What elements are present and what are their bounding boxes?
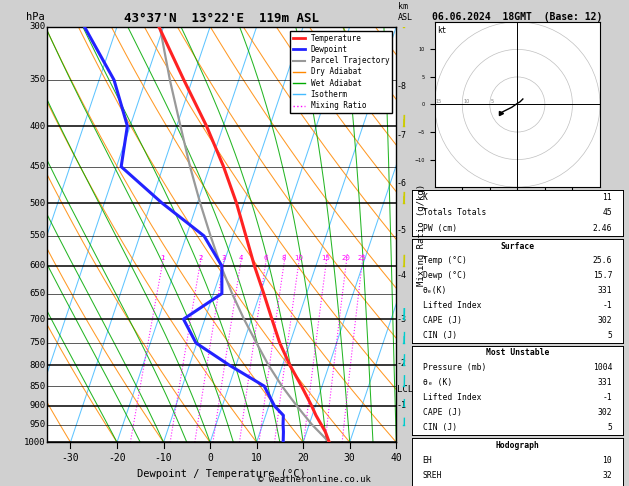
- Text: 1004: 1004: [593, 364, 612, 372]
- Text: 700: 700: [30, 314, 45, 324]
- Text: 2.46: 2.46: [593, 224, 612, 233]
- Text: CAPE (J): CAPE (J): [423, 316, 462, 325]
- Text: θₑ (K): θₑ (K): [423, 378, 452, 387]
- Text: -6: -6: [397, 179, 407, 188]
- Text: -1: -1: [603, 393, 612, 402]
- Text: 5: 5: [491, 99, 494, 104]
- Text: Temp (°C): Temp (°C): [423, 257, 467, 265]
- Text: -1: -1: [397, 401, 407, 410]
- Text: -20: -20: [108, 452, 126, 463]
- Text: Mixing Ratio (g/kg): Mixing Ratio (g/kg): [417, 183, 426, 286]
- Text: Totals Totals: Totals Totals: [423, 208, 486, 217]
- Text: 3: 3: [221, 256, 226, 261]
- Text: 15: 15: [436, 99, 442, 104]
- Text: K: K: [423, 193, 428, 202]
- Text: 8: 8: [282, 256, 286, 261]
- Text: 32: 32: [603, 471, 612, 480]
- Text: 400: 400: [30, 122, 45, 131]
- Text: 5: 5: [607, 330, 612, 340]
- Legend: Temperature, Dewpoint, Parcel Trajectory, Dry Adiabat, Wet Adiabat, Isotherm, Mi: Temperature, Dewpoint, Parcel Trajectory…: [290, 31, 392, 113]
- Text: © weatheronline.co.uk: © weatheronline.co.uk: [258, 474, 371, 484]
- Text: 45: 45: [603, 208, 612, 217]
- Text: hPa: hPa: [26, 12, 45, 22]
- Text: 10: 10: [294, 256, 303, 261]
- Text: 302: 302: [598, 408, 612, 417]
- Text: 450: 450: [30, 162, 45, 171]
- Text: LCL: LCL: [397, 385, 413, 394]
- Text: kt: kt: [438, 26, 447, 35]
- Text: Most Unstable: Most Unstable: [486, 348, 549, 358]
- Text: 500: 500: [30, 199, 45, 208]
- Text: -4: -4: [397, 271, 407, 280]
- Text: PW (cm): PW (cm): [423, 224, 457, 233]
- Text: 43°37'N  13°22'E  119m ASL: 43°37'N 13°22'E 119m ASL: [124, 12, 320, 25]
- Text: 15: 15: [321, 256, 331, 261]
- Text: 25: 25: [358, 256, 367, 261]
- Text: 20: 20: [298, 452, 309, 463]
- Text: -30: -30: [62, 452, 79, 463]
- Text: 300: 300: [30, 22, 45, 31]
- Text: 15.7: 15.7: [593, 271, 612, 280]
- Text: -10: -10: [155, 452, 172, 463]
- Text: Pressure (mb): Pressure (mb): [423, 364, 486, 372]
- Text: 40: 40: [391, 452, 402, 463]
- Text: 550: 550: [30, 231, 45, 241]
- Text: 800: 800: [30, 361, 45, 370]
- Text: CIN (J): CIN (J): [423, 330, 457, 340]
- Text: 10: 10: [251, 452, 262, 463]
- Text: 30: 30: [344, 452, 355, 463]
- Text: CIN (J): CIN (J): [423, 423, 457, 432]
- Text: 950: 950: [30, 420, 45, 429]
- Text: 1000: 1000: [24, 438, 45, 447]
- Text: 331: 331: [598, 286, 612, 295]
- Text: 0: 0: [207, 452, 213, 463]
- Text: 750: 750: [30, 338, 45, 347]
- Text: SREH: SREH: [423, 471, 442, 480]
- Text: -3: -3: [397, 315, 407, 324]
- Text: Dewp (°C): Dewp (°C): [423, 271, 467, 280]
- Text: Lifted Index: Lifted Index: [423, 393, 481, 402]
- Text: Lifted Index: Lifted Index: [423, 301, 481, 310]
- Text: Hodograph: Hodograph: [496, 441, 539, 450]
- Text: Surface: Surface: [500, 242, 535, 251]
- Text: 850: 850: [30, 382, 45, 391]
- Text: Dewpoint / Temperature (°C): Dewpoint / Temperature (°C): [137, 469, 306, 479]
- Text: 350: 350: [30, 75, 45, 85]
- Text: -1: -1: [603, 301, 612, 310]
- Text: 25.6: 25.6: [593, 257, 612, 265]
- Text: 1: 1: [160, 256, 165, 261]
- Text: 600: 600: [30, 261, 45, 270]
- Text: 650: 650: [30, 289, 45, 298]
- Text: 302: 302: [598, 316, 612, 325]
- Text: 6: 6: [264, 256, 268, 261]
- Text: 900: 900: [30, 401, 45, 410]
- Text: 2: 2: [198, 256, 203, 261]
- Text: 10: 10: [464, 99, 470, 104]
- Text: km
ASL: km ASL: [398, 2, 413, 22]
- Text: 4: 4: [238, 256, 243, 261]
- Text: 10: 10: [603, 456, 612, 465]
- Text: θₑ(K): θₑ(K): [423, 286, 447, 295]
- Text: 5: 5: [607, 423, 612, 432]
- Text: -7: -7: [397, 131, 407, 140]
- Text: -2: -2: [397, 359, 407, 367]
- Text: CAPE (J): CAPE (J): [423, 408, 462, 417]
- Text: -8: -8: [397, 82, 407, 91]
- Text: EH: EH: [423, 456, 432, 465]
- Text: 20: 20: [342, 256, 351, 261]
- Text: 331: 331: [598, 378, 612, 387]
- Text: 11: 11: [603, 193, 612, 202]
- Text: -5: -5: [397, 226, 407, 235]
- Text: 06.06.2024  18GMT  (Base: 12): 06.06.2024 18GMT (Base: 12): [432, 12, 603, 22]
